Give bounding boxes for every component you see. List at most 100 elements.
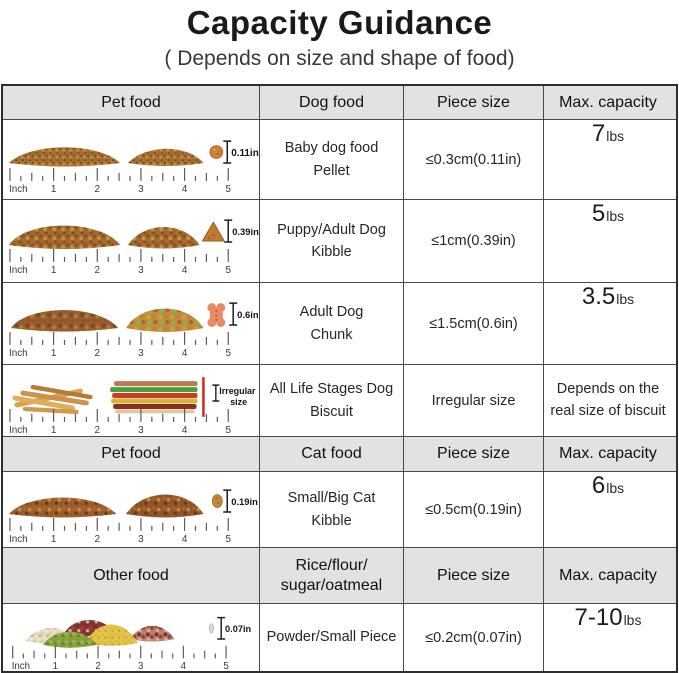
header-piece-size: Piece size — [404, 86, 544, 119]
capacity-unit: lbs — [606, 208, 625, 224]
capacity-cell: 3.5 lbs — [544, 283, 672, 364]
measure-bracket-icon — [228, 301, 238, 326]
food-pile-icon — [25, 619, 175, 648]
header-pet-food: Pet food — [3, 437, 260, 471]
header-cat-food: Cat food — [260, 437, 404, 471]
page-title: Capacity Guidance — [186, 4, 493, 41]
header-piece-size: Piece size — [404, 437, 544, 471]
measure-label: 0.07in — [225, 624, 251, 634]
food-name-cell: Baby dog food Pellet — [260, 120, 404, 199]
capacity-unit: lbs — [616, 291, 635, 307]
food-image-cell: Irregular size — [3, 365, 260, 436]
measure-label: Irregular — [219, 386, 256, 396]
measure-bracket-icon — [211, 383, 221, 402]
page-subtitle: ( Depends on size and shape of food) — [164, 47, 515, 70]
food-image-cell: 0.19in — [3, 472, 260, 547]
puppy-adult-kibble-illustration: 0.39in — [8, 219, 259, 275]
food-pile-icon — [8, 225, 200, 249]
food-name-cell: Powder/Small Piece — [260, 604, 404, 671]
table-header-cat: Pet food Cat food Piece size Max. capaci… — [3, 437, 676, 472]
header-dog-food: Dog food — [260, 86, 404, 119]
biscuit-strips-icon — [110, 380, 198, 413]
header-max-capacity: Max. capacity — [559, 93, 657, 111]
food-name-cell: Adult Dog Chunk — [260, 283, 404, 364]
capacity-value: 3.5 — [581, 283, 616, 310]
piece-size-cell: ≤0.2cm(0.07in) — [404, 604, 544, 671]
food-name-line: Powder/Small Piece — [266, 629, 397, 646]
food-image-cell: 0.6in — [3, 283, 260, 364]
measure-label: size — [230, 396, 247, 406]
food-name-cell: All Life Stages Dog Biscuit — [260, 365, 404, 436]
table-row: 0.07in Powder/Small Piece ≤0.2cm(0.07in)… — [3, 604, 676, 671]
single-grain-icon — [208, 622, 215, 633]
ruler-icon — [8, 248, 233, 275]
piece-size-cell: ≤0.5cm(0.19in) — [404, 472, 544, 547]
measure-label: 0.19in — [231, 496, 258, 507]
ruler-icon — [8, 516, 233, 544]
single-kibble-icon — [211, 493, 223, 508]
piece-size-cell: ≤0.3cm(0.11in) — [404, 120, 544, 199]
capacity-unit: lbs — [606, 480, 625, 496]
header-max-capacity: Max. capacity — [559, 566, 657, 584]
measure-label: 0.6in — [237, 309, 259, 320]
food-name-line: Adult Dog — [299, 304, 364, 321]
biscuit-sticks-icon — [12, 384, 93, 414]
food-name-line: Chunk — [310, 326, 353, 343]
food-image-cell: 0.11in — [3, 120, 260, 199]
table-row: 0.19in Small/Big Cat Kibble ≤0.5cm(0.19i… — [3, 472, 676, 548]
header-rice-flour: Rice/flour/ sugar/oatmeal — [260, 548, 404, 603]
capacity-cell: Depends on the real size of biscuit — [544, 365, 672, 436]
measure-bracket-icon — [216, 616, 226, 640]
capacity-cell: 7-10 lbs — [544, 604, 672, 671]
capacity-value: 5 — [591, 200, 606, 227]
food-pile-icon — [10, 308, 204, 332]
capacity-unit: lbs — [606, 128, 625, 144]
capacity-value: 6 — [591, 472, 606, 499]
table-row: 0.11in Baby dog food Pellet ≤0.3cm(0.11i… — [3, 120, 676, 200]
cat-kibble-illustration: 0.19in — [8, 488, 258, 544]
piece-size-cell: Irregular size — [404, 365, 544, 436]
capacity-value: 7-10 — [574, 604, 623, 631]
food-name-line: Baby dog food — [284, 140, 379, 157]
ruler-icon — [8, 166, 233, 194]
food-image-cell: 0.39in — [3, 200, 260, 282]
table-header-other: Other food Rice/flour/ sugar/oatmeal Pie… — [3, 548, 676, 604]
capacity-table: Pet food Dog food Piece size Max. capaci… — [1, 84, 678, 673]
header-pet-food: Pet food — [3, 86, 260, 119]
table-header-dog: Pet food Dog food Piece size Max. capaci… — [3, 86, 676, 120]
table-row: 0.39in Puppy/Adult Dog Kibble ≤1cm(0.39i… — [3, 200, 676, 283]
capacity-text-line: Depends on the — [556, 380, 660, 397]
header-max-capacity: Max. capacity — [559, 445, 657, 462]
food-image-cell: 0.07in — [3, 604, 260, 671]
food-name-line: Biscuit — [310, 403, 353, 420]
header-other-food: Other food — [3, 548, 260, 603]
food-name-line: Kibble — [311, 244, 352, 260]
piece-size-cell: ≤1.5cm(0.6in) — [404, 283, 544, 364]
ruler-icon — [11, 644, 230, 670]
measure-label: 0.11in — [231, 148, 259, 159]
food-name-line: Pellet — [313, 162, 350, 179]
piece-size-cell: ≤1cm(0.39in) — [404, 200, 544, 282]
baby-dog-pellet-illustration: 0.11in — [8, 139, 259, 194]
table-row: Irregular size All Life Stages Dog Biscu… — [3, 365, 676, 437]
measure-label: 0.39in — [232, 226, 259, 237]
capacity-text-line: real size of biscuit — [550, 402, 666, 419]
food-name-line: Small/Big Cat — [287, 490, 376, 507]
food-name-cell: Puppy/Adult Dog Kibble — [260, 200, 404, 282]
table-row: 0.6in Adult Dog Chunk ≤1.5cm(0.6in) 3.5 l… — [3, 283, 676, 365]
food-name-line: All Life Stages Dog — [269, 381, 394, 398]
capacity-cell: 7 lbs — [544, 120, 672, 199]
ruler-icon — [8, 330, 233, 358]
bone-chunk-icon — [207, 302, 226, 327]
dog-biscuit-illustration: Irregular size — [8, 376, 256, 435]
capacity-cell: 6 lbs — [544, 472, 672, 547]
food-pile-icon — [8, 494, 204, 517]
adult-dog-chunk-illustration: 0.6in — [8, 301, 259, 358]
header-line: sugar/oatmeal — [280, 576, 383, 594]
food-name-line: Puppy/Adult Dog — [277, 221, 386, 238]
header-line: Rice/flour/ — [295, 556, 368, 574]
food-pile-icon — [8, 146, 204, 166]
single-pellet-icon — [209, 144, 224, 159]
measure-bracket-icon — [222, 139, 232, 164]
powder-illustration: 0.07in — [11, 616, 252, 670]
